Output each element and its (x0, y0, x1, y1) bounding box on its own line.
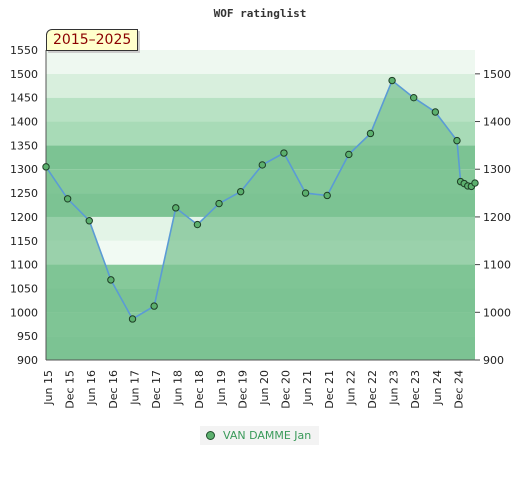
y-tick-label: 1450 (10, 92, 38, 105)
y-tick-label: 1500 (483, 68, 511, 81)
x-tick-label: Jun 24 (431, 370, 444, 406)
data-point[interactable] (128, 315, 137, 323)
data-point[interactable] (193, 220, 202, 229)
y-tick-label: 1050 (10, 282, 38, 295)
x-tick-label: Dec 23 (409, 370, 422, 409)
x-tick-label: Jun 21 (301, 370, 314, 406)
x-tick-label: Dec 16 (107, 370, 120, 409)
data-point[interactable] (388, 76, 396, 85)
x-tick-label: Dec 22 (366, 370, 379, 409)
y-tick-label: 1200 (10, 211, 38, 224)
x-tick-label: Dec 21 (323, 370, 336, 409)
data-point[interactable] (172, 204, 180, 212)
legend-marker-icon (206, 431, 215, 440)
axes (45, 50, 475, 361)
band (46, 97, 475, 122)
legend[interactable]: VAN DAMME Jan (200, 426, 320, 445)
x-axis: Jun 15 Dec 15 Jun 16 Dec 16 Jun 17 Dec 17 Jun … (42, 370, 465, 409)
y-axis-right: 900 1000 1100 1200 1300 1400 1500 (475, 68, 511, 367)
data-point[interactable] (85, 217, 93, 225)
legend-label: VAN DAMME Jan (223, 429, 312, 442)
x-tick-label: Dec 17 (150, 370, 163, 409)
y-tick-label: 1400 (483, 116, 511, 129)
date-range-badge: 2015–2025 (46, 29, 139, 51)
x-tick-label: Jun 20 (258, 370, 271, 406)
y-axis-left: 900 950 1000 1050 1100 1150 1200 1250 1300 1350 14… (10, 44, 38, 367)
data-point[interactable] (301, 189, 310, 197)
x-tick-label: Jun 17 (128, 370, 141, 406)
y-tick-label: 1250 (10, 187, 38, 200)
y-tick-label: 1500 (10, 68, 38, 81)
data-point[interactable] (431, 108, 440, 116)
data-point[interactable] (150, 302, 158, 310)
x-tick-label: Dec 20 (280, 370, 293, 409)
data-point[interactable] (453, 136, 461, 145)
band (46, 73, 475, 98)
y-tick-label: 1400 (10, 116, 38, 129)
y-tick-label: 1200 (483, 211, 511, 224)
chart-title: WOF ratinglist (214, 7, 307, 20)
y-tick-label: 1300 (483, 163, 511, 176)
data-point[interactable] (345, 150, 353, 159)
x-tick-label: Jun 16 (85, 370, 98, 406)
y-tick-label: 1550 (10, 44, 38, 57)
x-tick-label: Dec 18 (193, 370, 206, 409)
x-tick-label: Jun 19 (215, 370, 228, 406)
data-point[interactable] (410, 93, 418, 102)
x-tick-label: Jun 23 (388, 370, 401, 406)
y-tick-label: 900 (483, 354, 504, 367)
data-point[interactable] (236, 187, 245, 196)
data-point[interactable] (280, 149, 288, 157)
data-point[interactable] (323, 191, 331, 200)
band (46, 50, 475, 74)
y-tick-label: 1300 (10, 163, 38, 176)
x-tick-label: Jun 22 (344, 370, 357, 406)
data-point[interactable] (258, 161, 267, 169)
y-tick-label: 950 (17, 330, 38, 343)
x-tick-label: Jun 15 (42, 370, 55, 406)
data-point[interactable] (215, 199, 223, 208)
data-point[interactable] (107, 276, 115, 284)
y-tick-label: 1000 (10, 306, 38, 319)
y-tick-label: 1150 (10, 235, 38, 248)
data-point[interactable] (471, 179, 479, 187)
x-tick-label: Dec 24 (452, 370, 465, 409)
y-tick-label: 1000 (483, 306, 511, 319)
y-tick-label: 1100 (483, 259, 511, 272)
rating-area (46, 80, 475, 360)
data-markers (42, 76, 479, 323)
x-tick-label: Dec 19 (236, 370, 249, 409)
data-point[interactable] (42, 163, 50, 171)
y-tick-label: 900 (17, 354, 38, 367)
y-tick-label: 1100 (10, 259, 38, 272)
data-point[interactable] (366, 129, 375, 138)
y-tick-label: 1350 (10, 139, 38, 152)
x-tick-label: Jun 18 (172, 370, 185, 406)
data-point[interactable] (63, 195, 72, 203)
x-tick-label: Dec 15 (64, 370, 77, 409)
